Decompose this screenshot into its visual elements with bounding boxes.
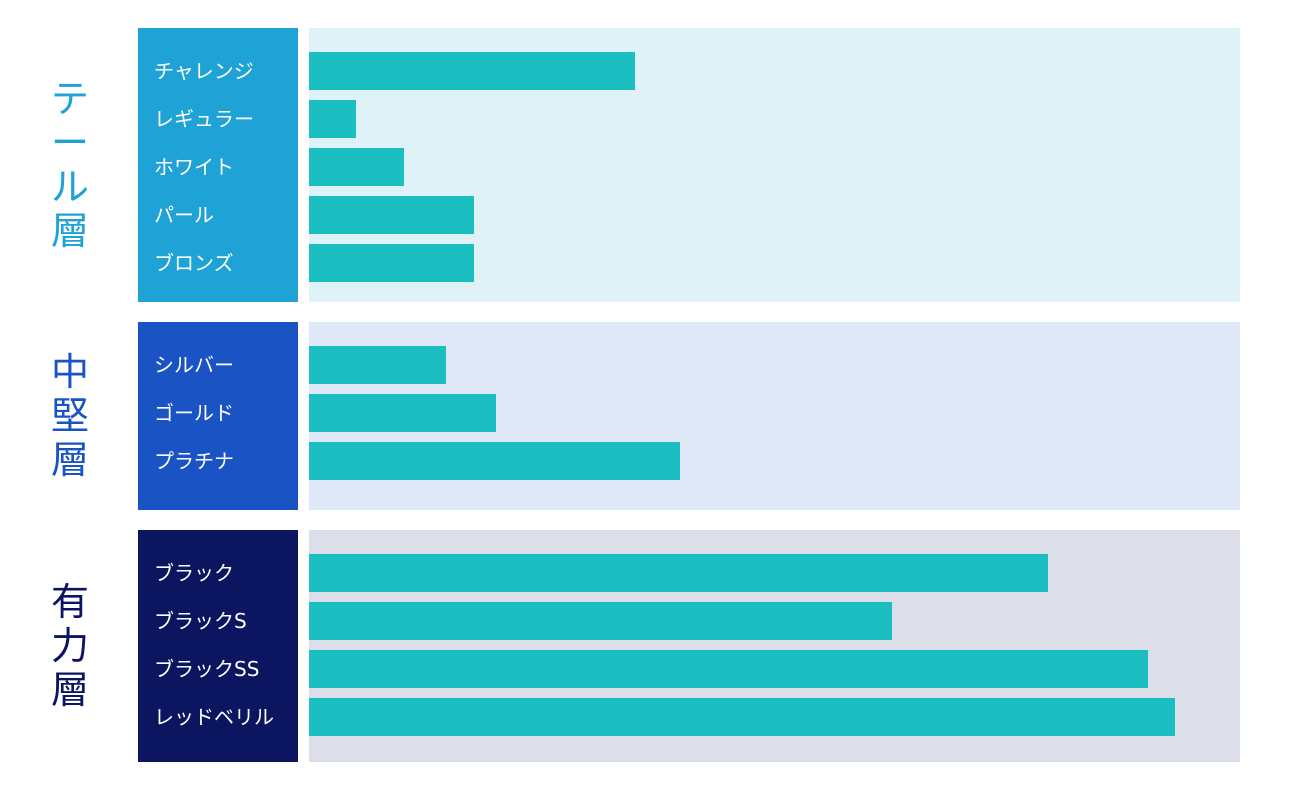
- bar: [309, 244, 474, 282]
- bar: [309, 346, 446, 384]
- bar: [309, 650, 1148, 688]
- bar-panel-2: [309, 530, 1240, 762]
- category-label: ブラック: [154, 561, 234, 585]
- category-label: チャレンジ: [154, 59, 254, 83]
- category-label: シルバー: [154, 353, 234, 377]
- category-label: レギュラー: [154, 107, 254, 131]
- category-label: ホワイト: [154, 155, 234, 179]
- bar: [309, 196, 474, 234]
- bar: [309, 554, 1049, 592]
- category-label: ブラックS: [154, 609, 247, 633]
- group-title-0: テ ー ル 層: [50, 77, 89, 253]
- label-panel-2: ブラックブラックS ブラックSS レッドベリル: [138, 530, 298, 762]
- label-panel-0: チャレンジレギュラーホワイトパールブロンズ: [138, 28, 298, 302]
- category-label: レッドベリル: [154, 705, 274, 729]
- category-label: パール: [154, 203, 214, 227]
- group-title-1: 中 堅 層: [50, 350, 89, 482]
- category-label: ゴールド: [154, 401, 234, 425]
- category-label: ブラックSS: [154, 657, 260, 681]
- group-title-2: 有 力 層: [50, 580, 89, 712]
- bar: [309, 100, 356, 138]
- bar: [309, 394, 497, 432]
- bar: [309, 602, 892, 640]
- category-label: プラチナ: [154, 449, 234, 473]
- bar-panel-0: [309, 28, 1240, 302]
- bar: [309, 698, 1175, 736]
- label-panel-1: シルバーゴールドプラチナ: [138, 322, 298, 510]
- bar-panel-1: [309, 322, 1240, 510]
- bar: [309, 52, 635, 90]
- bar: [309, 148, 404, 186]
- category-label: ブロンズ: [154, 251, 234, 275]
- bar: [309, 442, 681, 480]
